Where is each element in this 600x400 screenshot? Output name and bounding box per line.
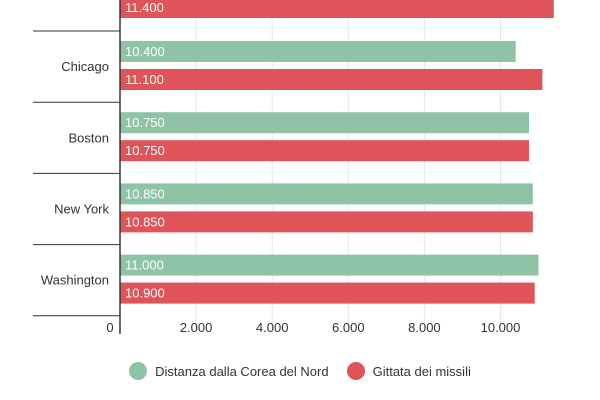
bar-boston-1: 10.750 — [120, 140, 530, 162]
bar-washington-0-rect — [120, 254, 539, 276]
bar-washington-1-label: 10.900 — [125, 286, 165, 301]
bar-chicago-0: 10.400 — [120, 41, 516, 62]
bar-boston-0-rect — [120, 112, 530, 134]
x-tick-label-10000: 10.000 — [481, 320, 521, 335]
bar-partial-top-label: 11.400 — [125, 0, 164, 15]
bar-new-york-0: 10.850 — [120, 183, 533, 205]
legend: Distanza dalla Corea del Nord Gittata de… — [0, 362, 600, 380]
legend-item-distanza: Distanza dalla Corea del Nord — [129, 362, 329, 380]
x-tick-label-4000: 4.000 — [256, 320, 289, 335]
bar-chicago-1: 11.100 — [120, 69, 543, 90]
bar-new-york-1-label: 10.850 — [125, 214, 165, 229]
x-tick-label-2000: 2.000 — [180, 320, 213, 335]
bar-new-york-0-label: 10.850 — [125, 186, 165, 201]
bar-partial-top-rect — [120, 0, 554, 18]
x-tick-label-6000: 6.000 — [332, 320, 365, 335]
bar-washington-1: 10.900 — [120, 282, 535, 304]
bar-chicago-0-rect — [120, 41, 516, 62]
bar-chicago-1-rect — [120, 69, 543, 90]
bar-boston-0: 10.750 — [120, 112, 530, 134]
bar-washington-0: 11.000 — [120, 254, 539, 276]
bar-boston-1-rect — [120, 140, 530, 162]
bar-boston-0-label: 10.750 — [125, 115, 165, 130]
x-tick-label-8000: 8.000 — [408, 320, 441, 335]
bar-boston-1-label: 10.750 — [125, 143, 165, 158]
category-separators — [33, 30, 120, 317]
legend-swatch-gittata — [346, 362, 365, 380]
legend-swatch-distanza — [129, 362, 148, 380]
category-label-boston: Boston — [69, 130, 109, 145]
bar-partial-top: 11.400 — [120, 0, 554, 18]
category-label-new-york: New York — [54, 202, 109, 217]
category-label-chicago: Chicago — [61, 59, 109, 74]
x-axis-ticks: 0 2.000 4.000 6.000 8.000 10.000 — [106, 320, 520, 335]
bars-group: 11.400 10.400 11.100 10.750 10.750 10.850 10.8… — [120, 0, 554, 304]
legend-label-distanza: Distanza dalla Corea del Nord — [155, 363, 329, 379]
x-tick-label-0: 0 — [106, 320, 113, 335]
bar-new-york-1-rect — [120, 211, 533, 233]
bar-new-york-0-rect — [120, 183, 533, 205]
bar-washington-1-rect — [120, 282, 535, 304]
legend-label-gittata: Gittata dei missili — [372, 363, 471, 379]
legend-item-gittata: Gittata dei missili — [346, 362, 471, 380]
bar-chicago-0-label: 10.400 — [125, 44, 165, 59]
bar-new-york-1: 10.850 — [120, 211, 533, 233]
bar-chicago-1-label: 11.100 — [125, 72, 164, 87]
bar-washington-0-label: 11.000 — [125, 258, 164, 273]
category-label-washington: Washington — [41, 273, 109, 288]
category-labels: Chicago Boston New York Washington — [41, 59, 110, 288]
